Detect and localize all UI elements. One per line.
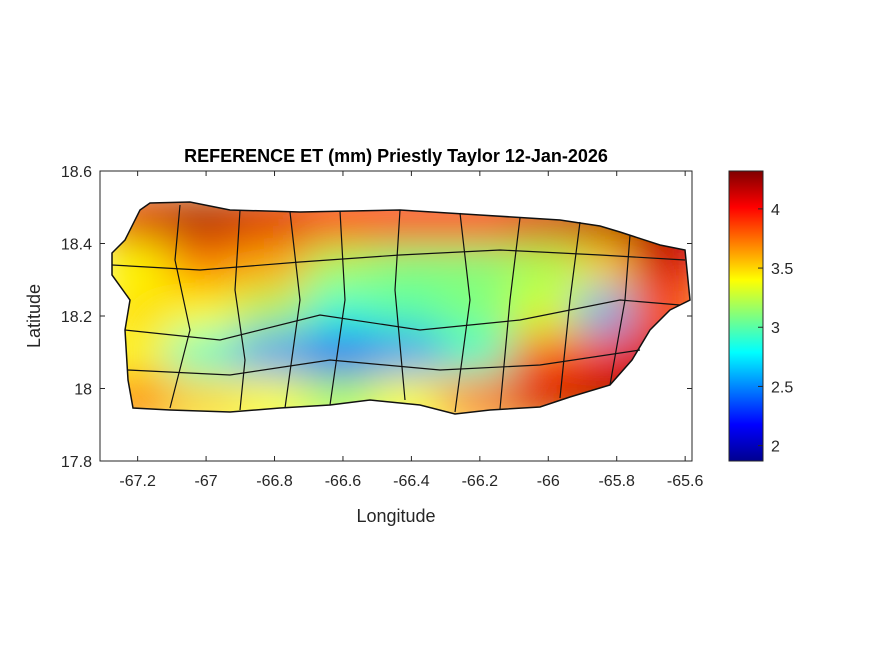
y-tick-label: 18.4 (61, 237, 92, 254)
heat-cell (441, 373, 518, 414)
chart-title: REFERENCE ET (mm) Priestly Taylor 12-Jan… (184, 146, 608, 166)
municipality-boundary (559, 221, 581, 399)
y-tick-label: 18 (74, 382, 92, 399)
heat-cell (630, 242, 690, 295)
y-tick-label: 17.8 (61, 454, 92, 471)
x-tick-label: -66 (537, 473, 560, 490)
x-tick-label: -67 (195, 473, 218, 490)
colorbar-tick-label: 2.5 (771, 379, 793, 396)
y-tick-label: 18.6 (61, 164, 92, 181)
x-tick-label: -66.4 (393, 473, 430, 490)
y-tick-label: 18.2 (61, 309, 92, 326)
colorbar-tick-label: 2 (771, 439, 780, 456)
x-tick-label: -66.8 (256, 473, 293, 490)
heat-cell (168, 373, 245, 414)
heat-cell (236, 242, 313, 295)
municipality-boundary (111, 249, 686, 271)
x-tick-label: -67.2 (119, 473, 156, 490)
municipality-boundary (454, 212, 471, 413)
heat-cell (441, 290, 518, 342)
heat-cell (373, 242, 450, 295)
colorbar (728, 170, 764, 462)
municipality-boundary (234, 209, 246, 411)
municipality-boundary (394, 209, 406, 401)
municipality-boundary (124, 299, 681, 341)
municipality-boundary (499, 217, 521, 410)
municipality-boundary (329, 210, 346, 406)
heat-cell (112, 242, 176, 295)
heat-cell (510, 290, 587, 342)
municipality-boundary (284, 211, 301, 409)
colorbar-tick-label: 3.5 (771, 261, 793, 278)
municipality-boundary (127, 349, 641, 376)
x-tick-label: -66.2 (462, 473, 499, 490)
x-tick-label: -65.6 (667, 473, 704, 490)
heat-cell (373, 290, 450, 342)
x-axis-label: Longitude (356, 506, 435, 526)
x-tick-label: -65.8 (598, 473, 635, 490)
municipality-boundary (169, 204, 191, 409)
colorbar-tick-label: 3 (771, 320, 780, 337)
y-axis-label: Latitude (24, 284, 44, 348)
colorbar-tick-label: 4 (771, 202, 780, 219)
municipality-boundaries (111, 204, 686, 413)
x-tick-label: -66.6 (325, 473, 362, 490)
island-outline (111, 201, 691, 415)
heat-cell (168, 290, 245, 342)
